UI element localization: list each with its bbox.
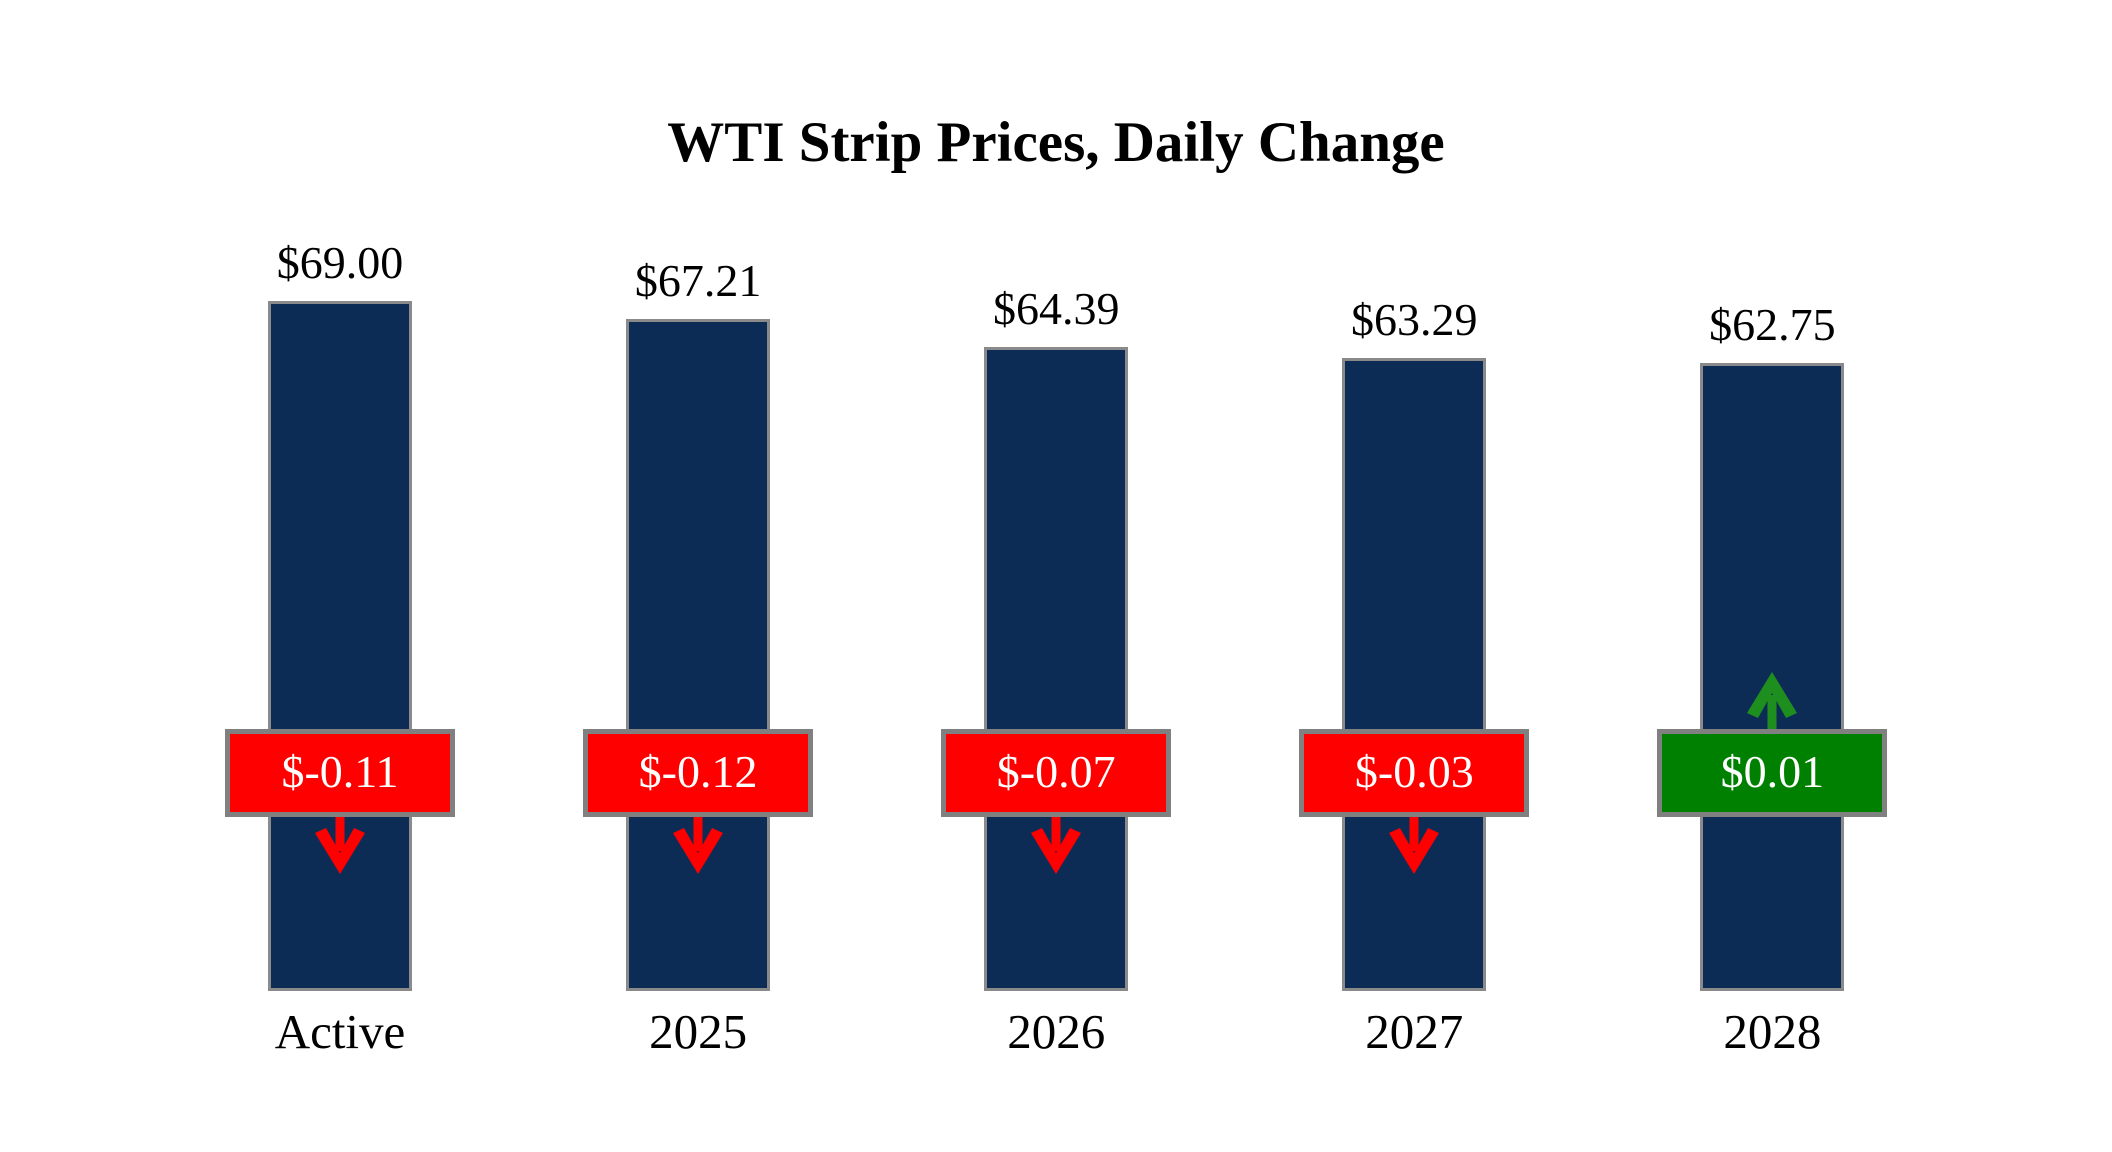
bar — [1342, 358, 1487, 991]
change-badge: $-0.11 — [225, 729, 455, 817]
category-label: 2028 — [1723, 1004, 1822, 1059]
down-arrow-icon — [1031, 817, 1082, 874]
bar — [984, 347, 1129, 991]
chart-title: WTI Strip Prices, Daily Change — [667, 111, 1445, 174]
category-label: 2027 — [1365, 1004, 1464, 1059]
price-label: $62.75 — [1709, 299, 1836, 350]
price-label: $67.21 — [634, 255, 762, 306]
category-label: Active — [274, 1004, 406, 1059]
change-badge: $-0.03 — [1299, 729, 1530, 817]
down-arrow-icon — [315, 817, 365, 874]
down-arrow-icon — [673, 817, 724, 874]
change-badge: $-0.12 — [583, 729, 814, 817]
change-badge: $0.01 — [1657, 729, 1888, 817]
down-arrow-icon — [1389, 817, 1440, 874]
price-label: $63.29 — [1351, 294, 1478, 345]
bar — [626, 319, 771, 991]
price-label: $69.00 — [276, 237, 404, 288]
category-label: 2025 — [649, 1004, 748, 1059]
change-badge: $-0.07 — [941, 729, 1172, 817]
bar — [268, 301, 412, 991]
category-label: 2026 — [1007, 1004, 1106, 1059]
price-label: $64.39 — [992, 283, 1120, 334]
up-arrow-icon — [1747, 672, 1798, 729]
